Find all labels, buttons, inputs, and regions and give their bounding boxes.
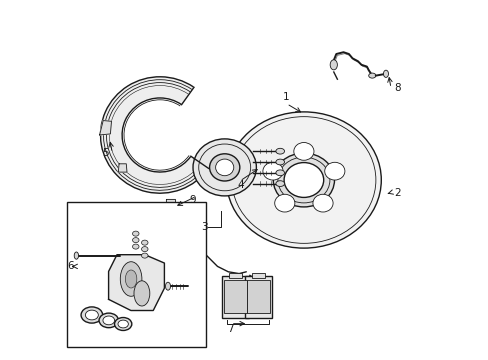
Polygon shape [100,121,111,135]
Bar [244,276,271,318]
Ellipse shape [141,253,148,258]
Ellipse shape [134,281,149,306]
Ellipse shape [312,194,332,212]
Ellipse shape [293,143,313,160]
Ellipse shape [215,159,233,176]
Ellipse shape [141,247,148,252]
Text: 1: 1 [283,92,289,102]
Polygon shape [118,164,127,172]
Text: 6: 6 [67,261,74,271]
Ellipse shape [99,313,118,328]
Ellipse shape [165,282,170,290]
Ellipse shape [120,262,142,296]
Ellipse shape [132,231,139,236]
Ellipse shape [275,170,284,176]
Ellipse shape [273,153,334,207]
Text: 5: 5 [102,148,109,158]
Ellipse shape [263,162,283,180]
Ellipse shape [275,159,284,165]
Text: 7: 7 [227,324,234,334]
Ellipse shape [329,60,337,70]
Ellipse shape [114,318,132,330]
Ellipse shape [226,112,381,248]
Ellipse shape [383,70,387,77]
Text: 2: 2 [393,188,400,198]
Ellipse shape [118,320,128,328]
Ellipse shape [141,240,148,245]
Polygon shape [108,255,164,310]
Text: 4: 4 [237,180,244,190]
Ellipse shape [103,316,114,325]
Text: 9: 9 [188,195,195,205]
Bar [67,202,205,347]
Bar [246,280,269,313]
Bar [251,273,264,278]
Ellipse shape [275,181,284,186]
Ellipse shape [74,252,79,259]
Bar [228,273,242,278]
Ellipse shape [274,194,294,212]
Ellipse shape [324,162,344,180]
Ellipse shape [125,270,137,288]
Bar [222,276,248,318]
Text: 3: 3 [201,222,208,232]
Ellipse shape [132,238,139,243]
Ellipse shape [275,148,284,154]
Ellipse shape [81,307,102,323]
Ellipse shape [85,310,98,320]
Polygon shape [101,77,208,193]
Bar [224,280,246,313]
Polygon shape [166,199,175,208]
Ellipse shape [284,163,323,197]
Ellipse shape [209,154,239,181]
Ellipse shape [132,244,139,249]
Ellipse shape [193,139,256,196]
Text: 8: 8 [393,83,400,93]
Ellipse shape [368,73,375,78]
